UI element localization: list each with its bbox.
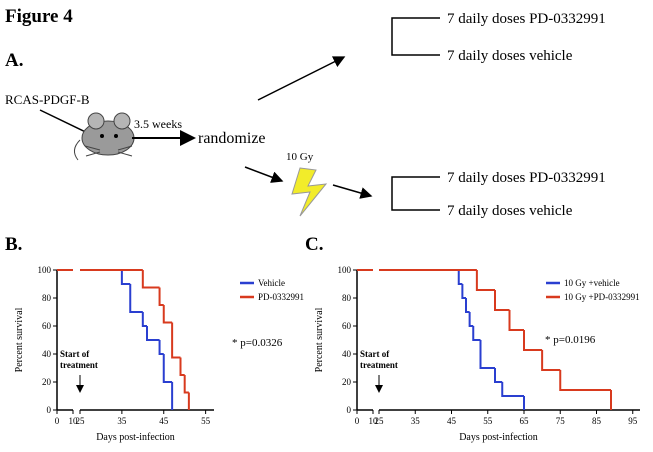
arrow: [257, 56, 346, 101]
y-tick-label: 100: [38, 265, 52, 275]
x-axis-label: Days post-infection: [459, 432, 538, 443]
radiation-label: 10 Gy: [286, 151, 314, 163]
survival-step: [541, 349, 561, 371]
x-tick-label: 35: [411, 416, 421, 426]
y-tick-label: 80: [42, 293, 52, 303]
legend-label: 10 Gy +PD-0332991: [564, 292, 640, 302]
arm-label: 7 daily doses vehicle: [447, 203, 573, 219]
p-value: * p=0.0196: [545, 334, 596, 346]
y-tick-label: 60: [342, 321, 352, 331]
lightning-icon: [291, 167, 328, 217]
survival-step: [501, 382, 524, 397]
survival-step: [475, 270, 495, 292]
survival-step: [146, 326, 160, 341]
y-tick-label: 100: [338, 265, 352, 275]
x-tick-label: 95: [628, 416, 638, 426]
y-axis-label: Percent survival: [314, 307, 325, 372]
survival-step: [129, 284, 143, 313]
bracket: [391, 176, 440, 211]
legend-label: Vehicle: [258, 278, 285, 288]
figure-title: Figure 4: [5, 6, 73, 27]
survival-step: [141, 270, 160, 289]
x-tick-label: 45: [159, 416, 169, 426]
survival-step: [479, 340, 495, 369]
survival-step: [141, 312, 147, 327]
survival-step: [468, 312, 474, 327]
y-axis-label: Percent survival: [14, 307, 25, 372]
survival-step: [183, 375, 189, 394]
survival-step: [162, 305, 173, 324]
arm-label: 7 daily doses PD-0332991: [447, 11, 606, 27]
x-tick-label: 55: [201, 416, 211, 426]
y-tick-label: 0: [347, 405, 352, 415]
survival-step: [179, 357, 185, 376]
annotation: treatment: [360, 360, 398, 370]
annotation: Start of: [60, 349, 90, 359]
survival-step: [472, 326, 481, 341]
randomize-label: randomize: [198, 130, 266, 147]
y-tick-label: 40: [42, 349, 52, 359]
survival-step: [457, 270, 463, 285]
y-tick-label: 0: [47, 405, 52, 415]
bracket: [391, 17, 440, 56]
legend-label: 10 Gy +vehicle: [564, 278, 620, 288]
survival-step: [120, 270, 131, 285]
arm-label: 7 daily doses vehicle: [447, 48, 573, 64]
survival-step: [158, 340, 164, 355]
x-tick-label: 85: [592, 416, 602, 426]
panel-label: B.: [5, 234, 22, 255]
arrow: [244, 166, 284, 183]
x-tick-label: 0: [355, 416, 360, 426]
survival-step: [494, 368, 503, 383]
y-tick-label: 40: [342, 349, 352, 359]
survival-step: [461, 284, 466, 299]
x-tick-label: 55: [483, 416, 493, 426]
panel-label: A.: [5, 50, 23, 71]
survival-step: [559, 369, 611, 391]
x-tick-label: 25: [375, 416, 385, 426]
x-tick-label: 25: [76, 416, 86, 426]
x-tick-label: 0: [55, 416, 60, 426]
survival-step: [508, 310, 524, 332]
survival-step: [162, 354, 173, 383]
legend-label: PD-0332991: [258, 292, 304, 302]
x-tick-label: 10: [69, 416, 79, 426]
injection-label: RCAS-PDGF-B: [5, 92, 90, 107]
x-tick-label: 35: [117, 416, 127, 426]
panel-label: C.: [305, 234, 323, 255]
survival-step: [465, 298, 470, 313]
x-tick-label: 45: [447, 416, 457, 426]
wait-label: 3.5 weeks: [134, 117, 182, 131]
arm-label: 7 daily doses PD-0332991: [447, 170, 606, 186]
y-tick-label: 20: [42, 377, 52, 387]
x-tick-label: 65: [520, 416, 530, 426]
survival-step: [523, 330, 543, 351]
annotation: Start of: [360, 349, 390, 359]
arrow: [332, 184, 373, 199]
mouse-icon: [74, 112, 135, 161]
survival-step: [171, 322, 181, 359]
annotation: treatment: [60, 360, 98, 370]
y-tick-label: 60: [42, 321, 52, 331]
x-axis-label: Days post-infection: [96, 432, 175, 443]
x-tick-label: 10: [369, 416, 379, 426]
x-tick-label: 75: [556, 416, 566, 426]
p-value: * p=0.0326: [232, 337, 283, 349]
survival-step: [158, 287, 164, 306]
y-tick-label: 80: [342, 293, 352, 303]
y-tick-label: 20: [342, 377, 352, 387]
survival-step: [494, 290, 510, 312]
